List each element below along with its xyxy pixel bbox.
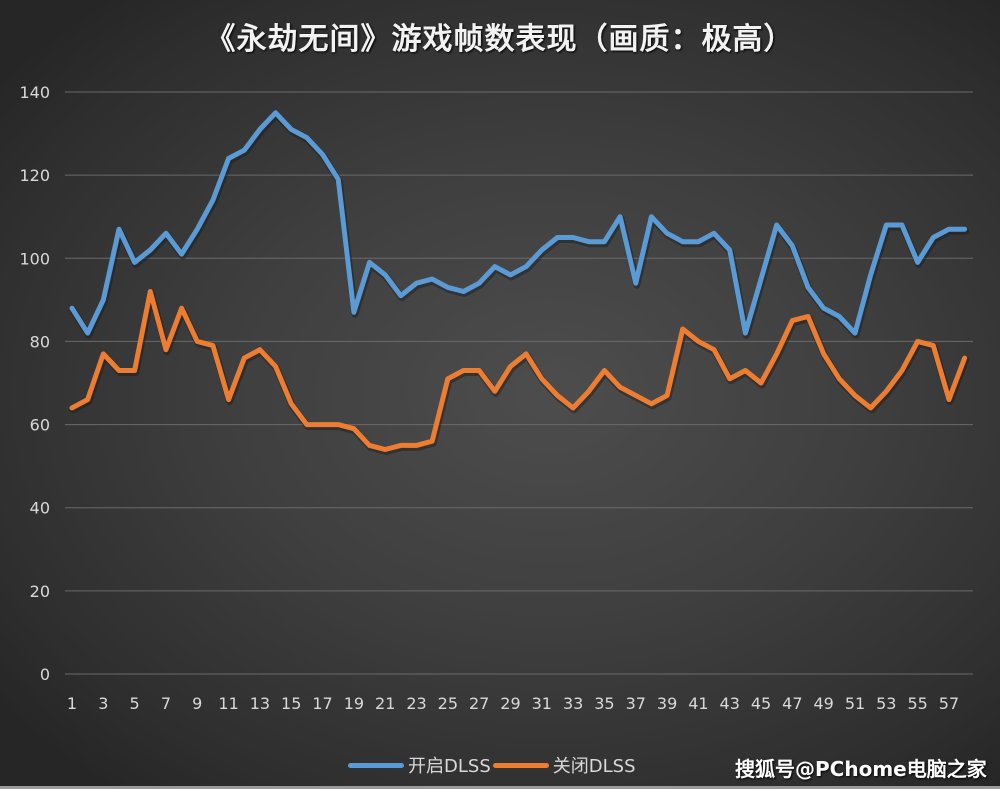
x-tick-label: 5 <box>130 694 140 713</box>
x-tick-label: 51 <box>845 694 865 713</box>
legend-item-dlss-off: 关闭DLSS <box>492 752 636 778</box>
x-tick-label: 39 <box>657 694 677 713</box>
y-tick-label: 40 <box>30 499 50 518</box>
x-tick-label: 57 <box>939 694 959 713</box>
watermark: 搜狐号@PChome电脑之家 <box>735 757 987 781</box>
x-tick-label: 47 <box>782 694 802 713</box>
x-tick-label: 13 <box>250 694 270 713</box>
x-tick-label: 9 <box>192 694 202 713</box>
x-tick-label: 11 <box>218 694 238 713</box>
legend-swatch-dlss-on <box>348 762 404 768</box>
y-tick-label: 20 <box>30 582 50 601</box>
legend-label-dlss-on: 开启DLSS <box>408 756 491 777</box>
y-axis-labels: 0 20 40 60 80 100 120 140 <box>19 83 50 684</box>
y-tick-label: 100 <box>19 249 50 268</box>
data-series <box>69 110 970 455</box>
legend-label-dlss-off: 关闭DLSS <box>552 756 636 777</box>
series-line-dlss-off <box>69 289 968 452</box>
x-tick-label: 43 <box>720 694 740 713</box>
y-tick-label: 0 <box>40 665 50 684</box>
x-tick-label: 29 <box>500 694 520 713</box>
y-tick-label: 120 <box>19 166 50 185</box>
y-tick-label: 60 <box>30 416 50 435</box>
legend-item-dlss-on: 开启DLSS <box>348 752 491 778</box>
legend-swatch-dlss-off <box>492 762 549 768</box>
gridlines <box>65 91 973 675</box>
legend: 开启DLSS 关闭DLSS <box>348 752 638 778</box>
x-tick-label: 27 <box>469 694 489 713</box>
x-tick-label: 49 <box>814 694 834 713</box>
x-tick-label: 3 <box>98 694 108 713</box>
x-tick-label: 7 <box>161 694 171 713</box>
x-tick-label: 45 <box>751 694 771 713</box>
x-tick-label: 23 <box>406 694 426 713</box>
x-tick-label: 1 <box>67 694 77 713</box>
x-tick-label: 15 <box>281 694 301 713</box>
chart-title: 《永劫无间》游戏帧数表现（画质：极高） <box>205 22 795 57</box>
x-tick-label: 33 <box>563 694 583 713</box>
x-tick-label: 35 <box>594 694 614 713</box>
x-axis-labels: 1 3 5 7 9 11 13 15 17 19 21 23 25 27 29 31 33 35 37 39 41 43 4… <box>67 694 959 713</box>
y-tick-label: 80 <box>30 332 50 351</box>
x-tick-label: 41 <box>688 694 708 713</box>
x-tick-label: 37 <box>626 694 646 713</box>
x-tick-label: 31 <box>532 694 552 713</box>
x-tick-label: 25 <box>438 694 458 713</box>
x-tick-label: 53 <box>876 694 896 713</box>
series-shadow <box>69 111 970 339</box>
x-tick-label: 17 <box>312 694 332 713</box>
x-tick-label: 55 <box>907 694 927 713</box>
x-tick-label: 19 <box>344 694 364 713</box>
x-tick-label: 21 <box>375 694 395 713</box>
y-tick-label: 140 <box>19 83 50 102</box>
series-line-dlss-on <box>69 110 968 336</box>
